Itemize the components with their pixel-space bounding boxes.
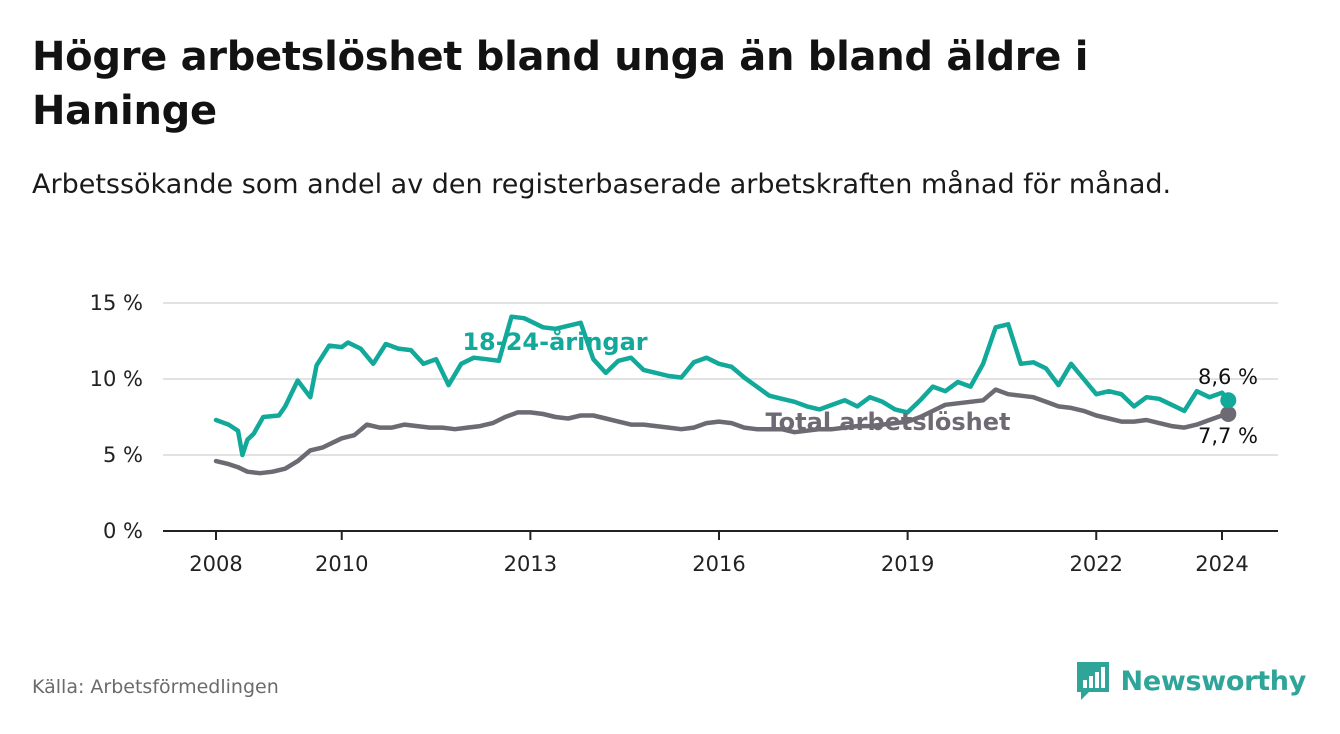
chart-title: Högre arbetslöshet bland unga än bland ä… bbox=[32, 34, 1089, 134]
end-label-total: 7,7 % bbox=[1198, 424, 1258, 448]
series-label-youth: 18-24-åringar bbox=[462, 327, 647, 356]
x-tick-label: 2010 bbox=[315, 552, 368, 576]
newsworthy-logo-icon bbox=[1076, 662, 1109, 700]
x-tick-label: 2022 bbox=[1070, 552, 1123, 576]
x-tick-label: 2008 bbox=[189, 552, 242, 576]
y-axis-ticks: 0 % 5 % 10 % 15 % bbox=[90, 291, 143, 543]
chart-subtitle: Arbetssökande som andel av den registerb… bbox=[32, 169, 1172, 200]
end-marker-total bbox=[1220, 405, 1237, 422]
series-lines bbox=[213, 314, 1237, 476]
source-note: Källa: Arbetsförmedlingen bbox=[32, 676, 279, 698]
series-label-total: Total arbetslöshet bbox=[765, 408, 1010, 436]
x-tick-label: 2019 bbox=[881, 552, 934, 576]
series-line-total bbox=[213, 387, 1231, 476]
y-tick-label: 0 % bbox=[103, 519, 143, 543]
x-tick-label: 2016 bbox=[692, 552, 745, 576]
y-tick-label: 10 % bbox=[90, 367, 143, 391]
gridlines bbox=[163, 302, 1278, 532]
y-tick-label: 5 % bbox=[103, 443, 143, 467]
x-tick-label: 2013 bbox=[504, 552, 557, 576]
end-label-youth: 8,6 % bbox=[1198, 365, 1258, 389]
brand-name: Newsworthy bbox=[1120, 665, 1307, 697]
end-marker-youth bbox=[1220, 392, 1237, 409]
y-tick-label: 15 % bbox=[90, 291, 143, 315]
series-labels: 18-24-åringar Total arbetslöshet 8,6 % 7,7 … bbox=[462, 327, 1258, 448]
x-axis-ticks: 2008 2010 2013 2016 2019 2022 2024 bbox=[189, 531, 1249, 576]
series-line-youth bbox=[213, 314, 1231, 458]
x-tick-label: 2024 bbox=[1195, 552, 1248, 576]
line-chart: 0 %5 %10 %15 % 2008 2010 2013 2016 2019 2022 2… bbox=[90, 291, 1278, 576]
brand-logo[interactable]: Newsworthy bbox=[1075, 660, 1306, 702]
